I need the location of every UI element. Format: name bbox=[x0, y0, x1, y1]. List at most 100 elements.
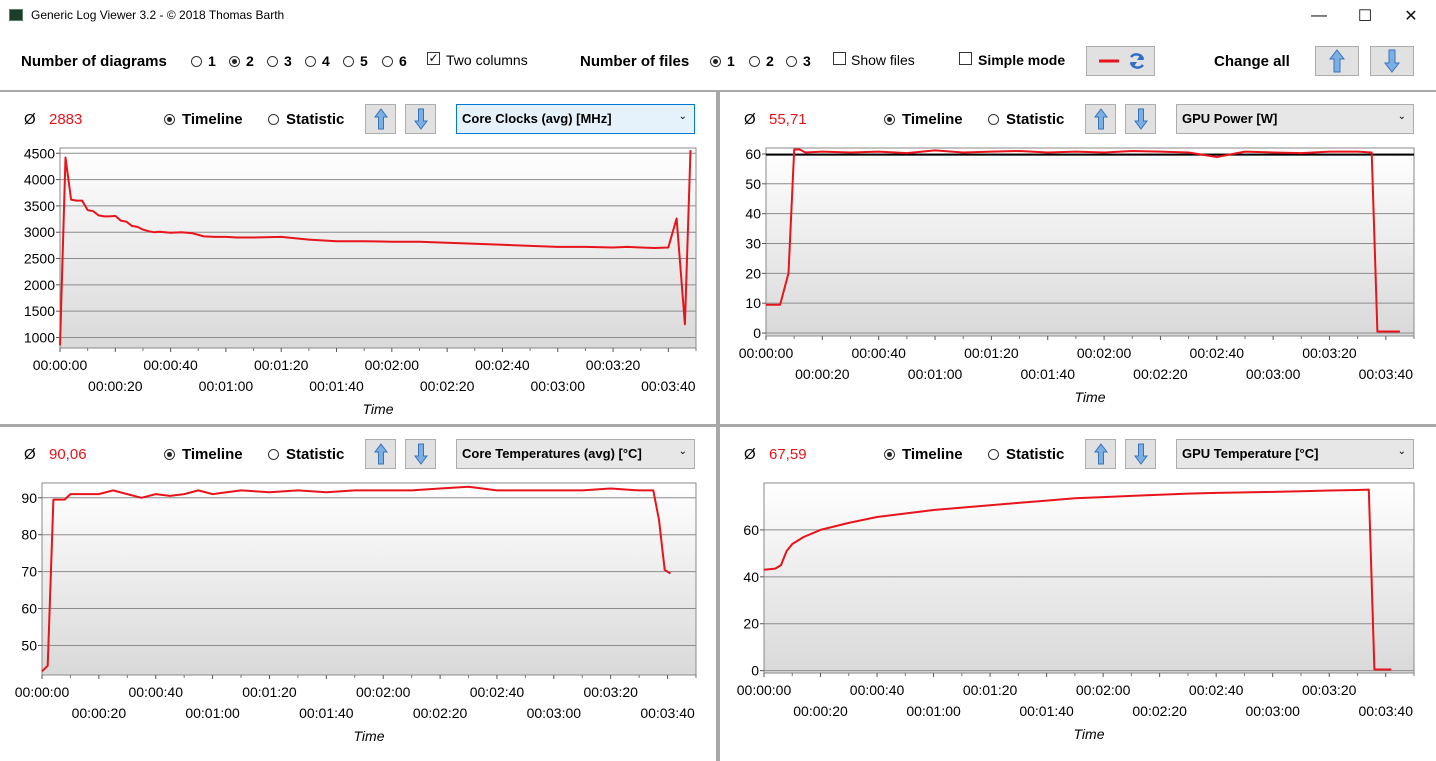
timeline-radio[interactable] bbox=[164, 114, 175, 125]
y-tick-label: 10 bbox=[745, 295, 761, 311]
statistic-radio[interactable] bbox=[268, 114, 279, 125]
plot-area bbox=[763, 482, 1415, 674]
timeline-label: Timeline bbox=[902, 446, 963, 463]
x-axis-title: Time bbox=[354, 728, 385, 744]
statistic-radio[interactable] bbox=[988, 114, 999, 125]
average-value: 90,06 bbox=[49, 446, 87, 463]
line-color-toggle-button[interactable] bbox=[1086, 46, 1155, 76]
change-all-down-button[interactable] bbox=[1370, 46, 1414, 76]
x-tick-label: 00:03:40 bbox=[640, 705, 695, 721]
timeline-radio[interactable] bbox=[164, 449, 175, 460]
row-splitter[interactable] bbox=[0, 424, 1436, 427]
timeline-radio[interactable] bbox=[884, 114, 895, 125]
close-button[interactable]: ✕ bbox=[1404, 8, 1418, 25]
diagrams-radio-1[interactable] bbox=[191, 56, 202, 67]
plot-area bbox=[765, 147, 1415, 337]
statistic-radio[interactable] bbox=[988, 449, 999, 460]
x-tick-label: 00:00:20 bbox=[795, 366, 850, 382]
y-tick-label: 30 bbox=[745, 235, 761, 251]
show-files-checkbox[interactable] bbox=[833, 52, 846, 65]
arrow-up-icon bbox=[1093, 443, 1108, 465]
average-symbol: Ø bbox=[744, 111, 756, 128]
x-tick-label: 00:01:40 bbox=[309, 378, 364, 394]
x-tick-label: 00:01:40 bbox=[1020, 366, 1075, 382]
x-tick-label: 00:01:00 bbox=[906, 703, 961, 719]
diagrams-radio-3[interactable] bbox=[267, 56, 278, 67]
x-tick-label: 00:01:20 bbox=[964, 345, 1019, 361]
metric-select[interactable]: Core Clocks (avg) [MHz] ⌄ bbox=[456, 104, 695, 134]
y-tick-label: 2500 bbox=[24, 251, 55, 267]
arrow-down-icon bbox=[1383, 49, 1401, 73]
line-refresh-icon bbox=[1098, 53, 1144, 69]
statistic-label: Statistic bbox=[286, 446, 345, 463]
y-tick-label: 20 bbox=[745, 265, 761, 281]
diagrams-option-6: 6 bbox=[399, 53, 407, 69]
x-tick-label: 00:02:20 bbox=[420, 378, 475, 394]
change-all-up-button[interactable] bbox=[1315, 46, 1359, 76]
x-tick-label: 00:00:40 bbox=[850, 682, 905, 698]
diagrams-radio-5[interactable] bbox=[343, 56, 354, 67]
timeline-chart: 1000 1500 2000 2500 3000 3500 4000 4500 00:00:00… bbox=[24, 145, 697, 417]
two-columns-checkbox[interactable]: ✓ bbox=[427, 51, 440, 65]
simple-mode-checkbox[interactable] bbox=[959, 52, 972, 65]
statistic-radio[interactable] bbox=[268, 449, 279, 460]
app-icon bbox=[9, 9, 23, 21]
diagrams-radio-6[interactable] bbox=[382, 56, 393, 67]
metric-select-value: Core Clocks (avg) [MHz] bbox=[462, 111, 612, 126]
arrow-down-icon bbox=[413, 443, 428, 465]
timeline-radio[interactable] bbox=[884, 449, 895, 460]
y-tick-label: 3500 bbox=[24, 198, 55, 214]
x-tick-label: 00:03:40 bbox=[641, 378, 696, 394]
x-tick-label: 00:00:20 bbox=[88, 378, 143, 394]
y-tick-label: 4000 bbox=[24, 172, 55, 188]
x-tick-label: 00:01:20 bbox=[963, 682, 1018, 698]
move-up-button[interactable] bbox=[1085, 439, 1116, 469]
x-tick-label: 00:02:20 bbox=[413, 705, 468, 721]
move-down-button[interactable] bbox=[1125, 439, 1156, 469]
diagrams-radio-2[interactable] bbox=[229, 56, 240, 67]
move-down-button[interactable] bbox=[405, 439, 436, 469]
x-axis-title: Time bbox=[363, 401, 394, 417]
metric-select[interactable]: GPU Temperature [°C] ⌄ bbox=[1176, 439, 1414, 469]
arrow-up-icon bbox=[373, 443, 388, 465]
metric-select[interactable]: Core Temperatures (avg) [°C] ⌄ bbox=[456, 439, 695, 469]
diagram-panel-3: Ø 90,06 Timeline Statistic Core Temperatures… bbox=[0, 427, 716, 761]
maximize-button[interactable]: ☐ bbox=[1357, 8, 1373, 25]
minimize-button[interactable]: — bbox=[1311, 7, 1327, 24]
series-line bbox=[41, 485, 671, 673]
x-tick-label: 00:00:40 bbox=[143, 357, 198, 373]
metric-select[interactable]: GPU Power [W] ⌄ bbox=[1176, 104, 1414, 134]
files-radio-3[interactable] bbox=[786, 56, 797, 67]
arrow-down-icon bbox=[413, 108, 428, 130]
x-tick-label: 00:03:20 bbox=[586, 357, 641, 373]
files-radio-1[interactable] bbox=[710, 56, 721, 67]
timeline-label: Timeline bbox=[182, 446, 243, 463]
x-tick-label: 00:03:20 bbox=[1302, 345, 1357, 361]
x-tick-label: 00:03:00 bbox=[1245, 703, 1300, 719]
x-tick-label: 00:01:00 bbox=[199, 378, 254, 394]
y-tick-label: 1500 bbox=[24, 303, 55, 319]
arrow-up-icon bbox=[1328, 49, 1346, 73]
move-up-button[interactable] bbox=[365, 439, 396, 469]
y-tick-label: 80 bbox=[21, 527, 37, 543]
move-down-button[interactable] bbox=[1125, 104, 1156, 134]
diagrams-option-4: 4 bbox=[322, 53, 330, 69]
move-down-button[interactable] bbox=[405, 104, 436, 134]
x-tick-label: 00:00:00 bbox=[33, 357, 88, 373]
number-of-files-label: Number of files bbox=[580, 53, 690, 70]
x-tick-label: 00:00:40 bbox=[128, 684, 183, 700]
files-radio-2[interactable] bbox=[749, 56, 760, 67]
y-tick-label: 1000 bbox=[24, 329, 55, 345]
x-tick-label: 00:02:00 bbox=[1077, 345, 1132, 361]
average-symbol: Ø bbox=[24, 446, 36, 463]
move-up-button[interactable] bbox=[1085, 104, 1116, 134]
diagrams-radio-4[interactable] bbox=[305, 56, 316, 67]
x-tick-label: 00:01:40 bbox=[1019, 703, 1074, 719]
move-up-button[interactable] bbox=[365, 104, 396, 134]
average-value: 67,59 bbox=[769, 446, 807, 463]
y-tick-label: 40 bbox=[743, 569, 759, 585]
arrow-down-icon bbox=[1133, 443, 1148, 465]
y-tick-label: 60 bbox=[745, 146, 761, 162]
statistic-label: Statistic bbox=[1006, 446, 1065, 463]
x-tick-label: 00:02:40 bbox=[475, 357, 530, 373]
